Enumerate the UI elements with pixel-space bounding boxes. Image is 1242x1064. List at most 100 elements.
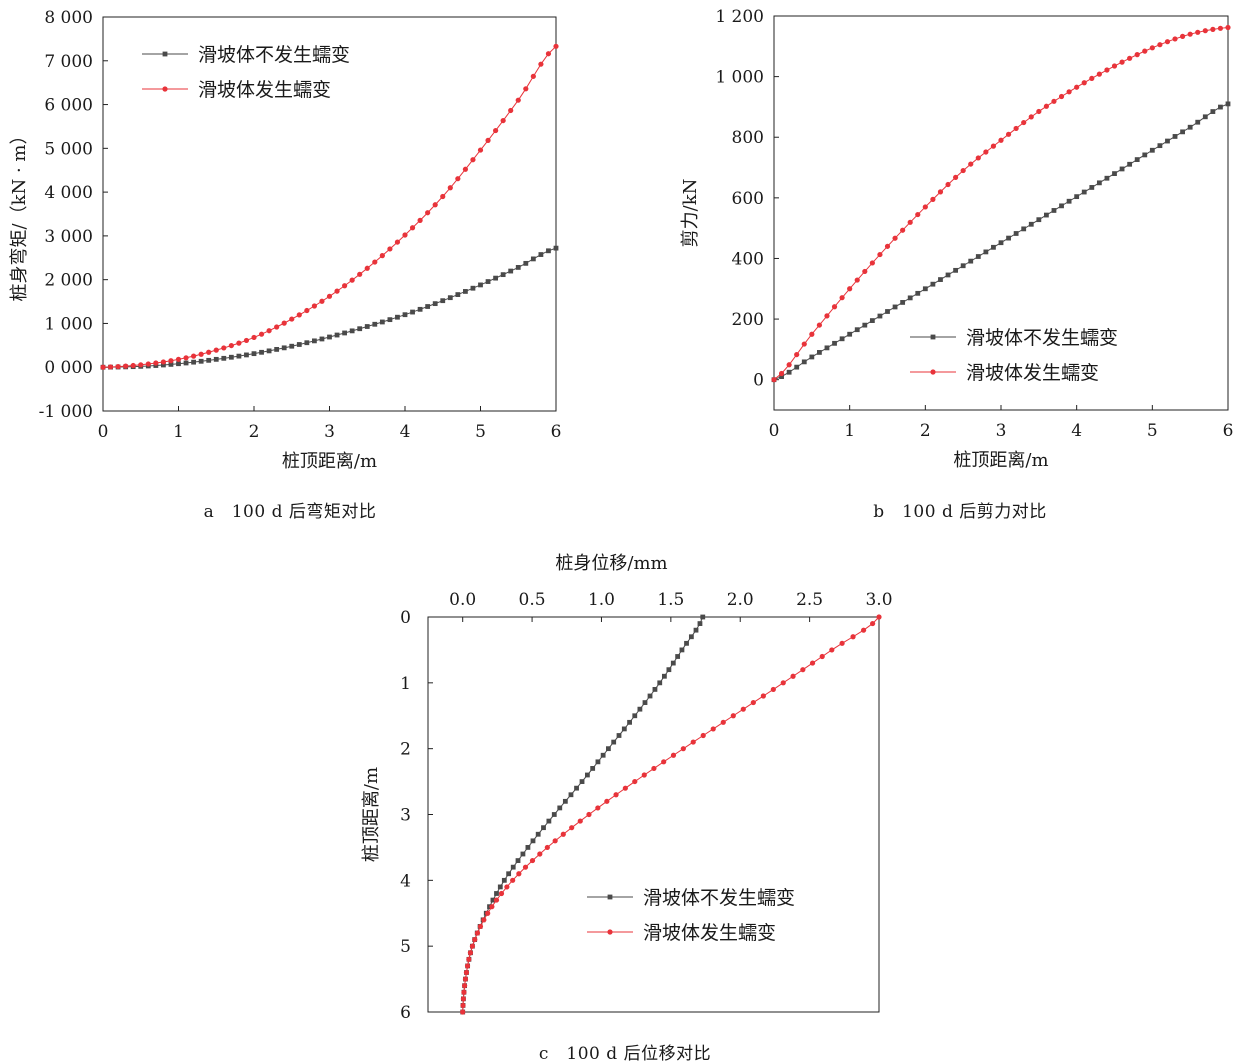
data-point	[357, 271, 363, 277]
data-point	[372, 321, 378, 327]
data-point	[535, 831, 541, 837]
x-tick-label: 1.0	[588, 590, 615, 610]
legend-marker-no-creep	[930, 334, 936, 340]
y-tick-label: 3 000	[44, 227, 93, 247]
data-point	[474, 930, 481, 936]
data-point	[817, 350, 822, 355]
x-tick-label: 2	[920, 421, 931, 441]
data-point	[801, 359, 807, 365]
data-point	[771, 377, 777, 383]
y-axis-label: 桩身弯矩/（kN · m）	[9, 127, 30, 302]
data-point	[183, 360, 189, 366]
data-point	[647, 693, 653, 699]
data-point	[1058, 93, 1065, 100]
data-point	[544, 844, 550, 851]
x-tick-label: 3	[324, 422, 335, 442]
x-tick-label: 0	[769, 421, 780, 441]
data-point	[557, 805, 563, 811]
data-point	[854, 327, 860, 333]
y-axis-label: 剪力/kN	[680, 179, 701, 248]
data-point	[464, 963, 471, 969]
data-point	[1089, 185, 1095, 190]
data-point	[1127, 55, 1133, 61]
data-point	[523, 86, 529, 92]
legend-marker-creep	[930, 369, 936, 375]
x-tick-label: 1	[844, 421, 855, 441]
data-point	[1081, 80, 1087, 86]
data-point	[319, 336, 325, 342]
data-point	[545, 51, 552, 57]
x-axis-label: 桩顶距离/m	[953, 450, 1048, 471]
data-point	[1051, 98, 1057, 104]
data-point	[651, 765, 657, 772]
data-point	[304, 307, 310, 314]
data-point	[832, 340, 837, 346]
data-point	[600, 752, 606, 758]
data-point	[839, 295, 845, 301]
data-point	[809, 660, 816, 666]
data-point	[461, 989, 467, 995]
data-point	[720, 719, 726, 725]
displacement-chart: 0.0 0.5 1.0 1.5 2.0 2.5 3.0 0 1 2 3 4 5 6 桩身位移/mm 桩顶距离/…	[361, 553, 893, 1023]
data-point	[546, 818, 552, 824]
data-point	[710, 726, 716, 732]
data-point	[869, 260, 875, 266]
legend-label-no-creep: 滑坡体不发生蠕变	[198, 44, 350, 66]
data-point	[289, 316, 295, 322]
y-tick-label: 0	[400, 608, 411, 628]
data-point	[847, 286, 853, 292]
data-point	[530, 838, 536, 844]
data-point	[1127, 161, 1133, 167]
data-point	[1021, 119, 1027, 126]
data-point	[794, 364, 800, 370]
data-point	[975, 155, 981, 161]
data-point	[794, 351, 800, 358]
data-point	[922, 286, 928, 292]
data-point	[877, 251, 883, 258]
data-point	[579, 779, 585, 784]
data-point	[779, 374, 784, 380]
legend-marker-creep	[162, 86, 168, 92]
series-markers-no-creep	[460, 614, 706, 1015]
data-point	[266, 348, 272, 354]
data-point	[525, 845, 531, 850]
data-point	[1187, 124, 1193, 130]
data-point	[1134, 157, 1140, 162]
data-point	[688, 634, 694, 640]
data-point	[670, 660, 676, 666]
x-tick-label: 1.5	[657, 590, 684, 610]
data-point	[244, 352, 249, 358]
data-point	[191, 359, 196, 365]
data-point	[508, 107, 514, 114]
series-markers-no-creep	[100, 245, 559, 370]
y-tick-label: 2 000	[44, 271, 93, 291]
y-tick-label: 0	[753, 371, 764, 391]
data-point	[168, 361, 174, 367]
data-point	[1217, 25, 1224, 31]
data-point	[657, 680, 663, 686]
data-point	[854, 277, 860, 283]
y-tick-label: 600	[732, 189, 764, 209]
data-point	[892, 235, 898, 241]
data-point	[274, 346, 280, 352]
data-point	[915, 211, 921, 218]
legend-label-no-creep: 滑坡体不发生蠕变	[966, 327, 1118, 349]
data-point	[1119, 166, 1125, 172]
data-point	[440, 193, 446, 200]
data-point	[447, 185, 453, 191]
data-point	[168, 358, 174, 364]
data-point	[160, 359, 166, 365]
data-point	[809, 331, 815, 337]
data-point	[236, 353, 242, 359]
data-point	[1066, 89, 1072, 95]
y-tick-label: 800	[732, 128, 764, 148]
data-point	[937, 189, 944, 195]
data-point	[829, 647, 835, 653]
x-axis-label: 桩顶距离/m	[282, 451, 377, 472]
data-point	[251, 334, 257, 341]
data-point	[490, 897, 496, 903]
data-point	[425, 304, 431, 309]
data-point	[642, 700, 648, 705]
data-point	[953, 174, 959, 181]
x-tick-label: 6	[551, 422, 562, 442]
